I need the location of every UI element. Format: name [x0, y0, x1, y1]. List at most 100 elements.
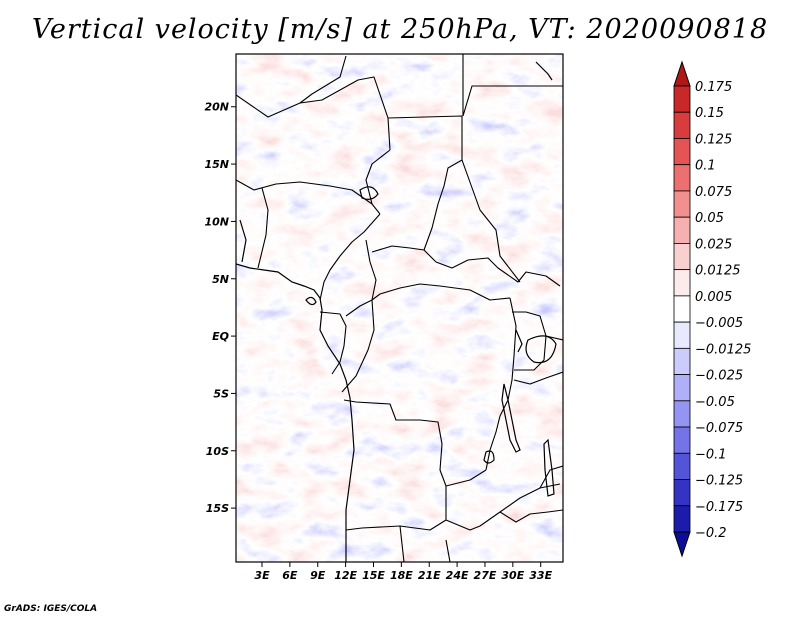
botswana-border — [445, 539, 451, 562]
lat-tick-label: 15S — [206, 502, 229, 515]
tanzania-border — [513, 371, 563, 385]
niger-nigeria-border — [236, 179, 373, 205]
colorbar-segment — [673, 295, 691, 323]
colorbar-bottom-arrow — [673, 531, 691, 558]
colorbar-segment — [673, 347, 691, 375]
namibia-botswana-border — [399, 525, 405, 562]
colorbar-segment — [673, 452, 691, 480]
lon-tick-label: 27E — [474, 569, 497, 582]
congo-drc-border — [341, 299, 375, 393]
angola-zambia-border — [445, 486, 481, 531]
lon-tick-label: 15E — [362, 569, 385, 582]
colorbar-segment — [673, 190, 691, 218]
colorbar-segment — [673, 111, 691, 139]
country-borders — [236, 54, 563, 562]
colorbar-label: 0.05 — [695, 211, 724, 226]
colorbar-segment — [673, 269, 691, 297]
cameroon-car-border — [345, 239, 377, 317]
colorbar-segment — [673, 479, 691, 507]
lake-volta — [239, 219, 247, 263]
lat-tick-label: 20N — [204, 101, 229, 114]
red-sea-coast — [535, 61, 553, 81]
lake-albert — [515, 329, 523, 353]
colorbar-label: 0.1 — [695, 159, 716, 174]
algeria-libya-border — [236, 55, 347, 118]
plot-frame — [235, 53, 564, 563]
car-south-border — [371, 283, 511, 301]
latitude-ticks: 20N 15N 10N 5N EQ 5S 10S 15S — [204, 101, 236, 515]
colorbar-label: 0.15 — [695, 106, 724, 121]
coastline — [236, 61, 553, 562]
colorbar-label: 0.125 — [695, 132, 732, 147]
lon-tick-label: 9E — [310, 569, 326, 582]
gabon-congo-border — [319, 311, 347, 375]
colorbar-label: −0.1 — [695, 447, 727, 462]
egypt-sudan-border — [462, 85, 563, 117]
colorbar-label: 0.005 — [695, 290, 732, 305]
colorbar-label: −0.05 — [695, 395, 735, 410]
colorbar-segment — [673, 321, 691, 349]
colorbar-label: 0.0125 — [695, 264, 741, 279]
niger-chad-border — [365, 149, 391, 215]
lon-tick-label: 3E — [254, 569, 270, 582]
chad-sudan-border — [387, 115, 463, 251]
colorbar-top-arrow — [673, 60, 691, 87]
lon-tick-label: 21E — [418, 569, 441, 582]
colorbar-segment — [673, 243, 691, 271]
colorbar: 0.175 0.15 0.125 0.1 0.075 0.05 0.025 0.0125 0.0… — [673, 60, 751, 558]
lake-tanganyika — [501, 383, 521, 453]
colorbar-label: 0.075 — [695, 185, 732, 200]
bioko-island — [305, 296, 317, 306]
benin-nigeria-border — [257, 187, 269, 269]
lake-chad — [359, 186, 379, 200]
lat-tick-label: 10S — [206, 445, 229, 458]
lon-tick-label: 33E — [529, 569, 552, 582]
lake-victoria — [525, 335, 557, 364]
zimbabwe-border — [499, 509, 563, 523]
lat-tick-label: 10N — [204, 215, 229, 228]
libya-niger-chad-border — [299, 76, 391, 151]
colorbar-segment — [673, 426, 691, 454]
map-title: Vertical velocity [m/s] at 250hPa, VT: 2… — [31, 14, 769, 45]
lat-tick-label: 15N — [204, 158, 229, 171]
lake-malawi — [543, 438, 555, 497]
mozambique-border — [539, 465, 563, 489]
chad-car-border — [371, 245, 437, 263]
lon-tick-label: 12E — [334, 569, 357, 582]
sudan-south-sudan-border — [435, 257, 561, 287]
colorbar-segment — [673, 85, 691, 113]
colorbar-label: −0.005 — [695, 316, 743, 331]
colorbar-segment — [673, 164, 691, 192]
lon-tick-label: 30E — [501, 569, 524, 582]
sudan-ethiopia-border — [461, 159, 521, 283]
lat-tick-label: EQ — [212, 330, 229, 343]
lon-tick-label: 6E — [282, 569, 298, 582]
colorbar-segment — [673, 400, 691, 428]
colorbar-segment — [673, 374, 691, 402]
lat-tick-label: 5N — [212, 273, 229, 286]
lon-tick-label: 18E — [390, 569, 413, 582]
nigeria-cameroon-border — [319, 213, 381, 301]
velocity-field — [236, 54, 563, 562]
colorbar-label: −0.125 — [695, 474, 743, 489]
gulf-of-guinea-coast — [236, 263, 355, 562]
colorbar-label: −0.2 — [695, 526, 727, 541]
lon-tick-label: 24E — [446, 569, 469, 582]
longitude-ticks: 3E 6E 9E 12E 15E 18E 21E 24E 27E 30E 33E — [254, 562, 553, 582]
colorbar-label: −0.025 — [695, 369, 743, 384]
colorbar-label: −0.175 — [695, 500, 743, 515]
colorbar-label: 0.025 — [695, 237, 732, 252]
lakes — [239, 186, 557, 497]
lat-tick-label: 5S — [213, 387, 229, 400]
lake-mweru — [483, 450, 495, 464]
colorbar-label: −0.075 — [695, 421, 743, 436]
drc-angola-border — [343, 399, 487, 487]
plot-area: 20N 15N 10N 5N EQ 5S 10S 15S 3E 6E 9E 12E 15E 18E 21E… — [204, 53, 564, 582]
colorbar-segment — [673, 505, 691, 533]
colorbar-label: 0.175 — [695, 80, 732, 95]
grads-credit: GrADS: IGES/COLA — [4, 604, 98, 614]
colorbar-segment — [673, 216, 691, 244]
colorbar-label: −0.0125 — [695, 342, 751, 357]
colorbar-segment — [673, 138, 691, 166]
